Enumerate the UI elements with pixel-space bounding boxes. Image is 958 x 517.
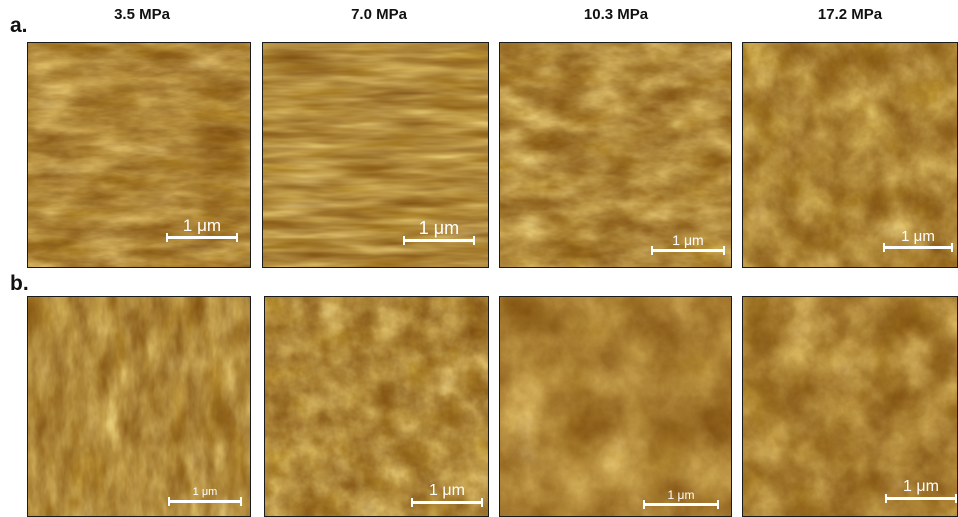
column-title-17-2mpa: 17.2 MPa: [817, 6, 883, 23]
scale-bar-line: [166, 233, 238, 242]
afm-texture: [28, 43, 250, 267]
scale-bar-label: 1 μm: [192, 486, 218, 498]
scale-bar: 1 μm: [411, 482, 483, 507]
scale-bar-label: 1 μm: [672, 232, 704, 248]
scale-bar: 1 μm: [651, 232, 725, 255]
afm-image-a-7-0mpa: 1 μm: [262, 42, 489, 268]
afm-image-a-3-5mpa: 1 μm: [27, 42, 251, 268]
scale-bar-label: 1 μm: [901, 228, 935, 245]
scale-bar: 1 μm: [885, 478, 957, 503]
afm-image-b-10-3mpa: 1 μm: [499, 296, 732, 517]
afm-image-b-7-0mpa: 1 μm: [264, 296, 489, 517]
row-label-a: a.: [10, 14, 28, 37]
afm-texture: [500, 43, 731, 267]
column-title-3-5mpa: 3.5 MPa: [114, 6, 170, 23]
scale-bar-label: 1 μm: [429, 482, 465, 499]
scale-bar-line: [651, 246, 725, 255]
afm-texture: [743, 43, 957, 267]
afm-texture: [500, 297, 731, 516]
afm-texture: [265, 297, 488, 516]
row-label-b: b.: [10, 272, 29, 295]
afm-image-b-3-5mpa: 1 μm: [27, 296, 251, 517]
scale-bar-line: [168, 497, 242, 506]
scale-bar-line: [885, 494, 957, 503]
scale-bar-label: 1 μm: [182, 216, 222, 235]
scale-bar: 1 μm: [883, 228, 953, 252]
scale-bar-line: [883, 243, 953, 252]
scale-bar-label: 1 μm: [418, 218, 460, 238]
afm-texture: [28, 297, 250, 516]
column-title-10-3mpa: 10.3 MPa: [583, 6, 649, 23]
afm-texture: [263, 43, 488, 267]
scale-bar: 1 μm: [643, 488, 719, 509]
afm-image-a-10-3mpa: 1 μm: [499, 42, 732, 268]
scale-bar: 1 μm: [403, 218, 475, 245]
column-title-7-0mpa: 7.0 MPa: [351, 6, 407, 23]
scale-bar: 1 μm: [168, 486, 242, 506]
scale-bar-line: [403, 236, 475, 245]
afm-image-b-17-2mpa: 1 μm: [742, 296, 958, 517]
scale-bar-label: 1 μm: [667, 488, 695, 502]
scale-bar-line: [643, 500, 719, 509]
afm-texture: [743, 297, 957, 516]
afm-image-a-17-2mpa: 1 μm: [742, 42, 958, 268]
scale-bar-label: 1 μm: [903, 478, 939, 495]
scale-bar: 1 μm: [166, 216, 238, 242]
scale-bar-line: [411, 498, 483, 507]
